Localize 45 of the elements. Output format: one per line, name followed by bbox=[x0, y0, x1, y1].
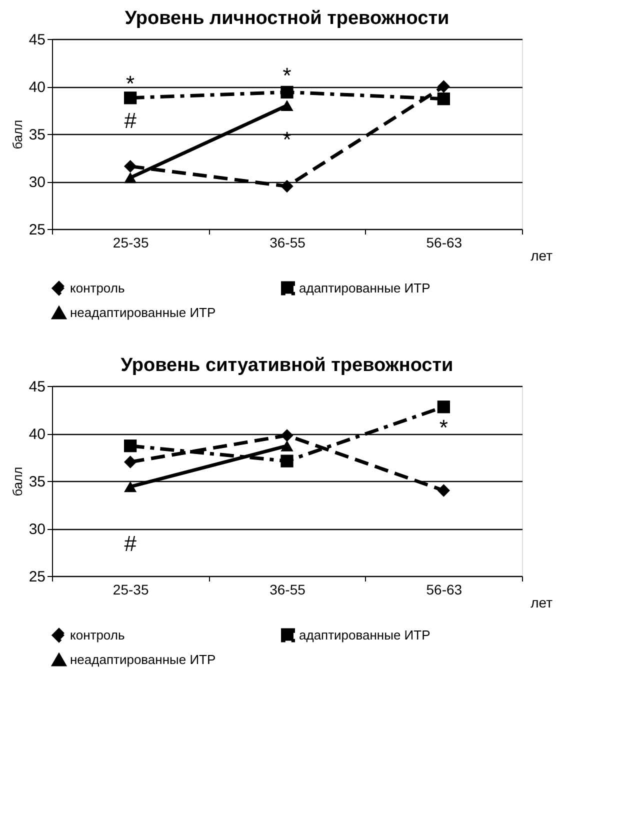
point bbox=[280, 86, 294, 99]
y-tick-label: 40 bbox=[28, 79, 46, 96]
legend-label: адаптированные ИТР bbox=[299, 280, 430, 296]
legend-label: контроль bbox=[70, 280, 125, 296]
point bbox=[124, 160, 137, 173]
legend-label: неадаптированные ИТР bbox=[70, 652, 216, 667]
legend-label: контроль bbox=[70, 627, 125, 642]
y-tick-label: 40 bbox=[28, 426, 46, 443]
y-tick-label: 45 bbox=[28, 378, 46, 396]
x-tick-label: 36-55 bbox=[270, 582, 306, 598]
x-tick-label: 25-35 bbox=[112, 582, 149, 598]
y-tick-label: 30 bbox=[28, 174, 46, 191]
point bbox=[124, 92, 137, 104]
legend-label: неадаптированные ИТР bbox=[70, 305, 216, 320]
point bbox=[124, 456, 137, 468]
point bbox=[280, 454, 294, 468]
x-axis-title: лет bbox=[530, 594, 554, 610]
point bbox=[437, 484, 450, 497]
y-axis-title: балл bbox=[10, 120, 25, 150]
y-tick-label: 35 bbox=[28, 126, 46, 144]
annotation: * bbox=[439, 415, 448, 440]
annotation: # bbox=[124, 531, 138, 556]
x-tick-label: 56-63 bbox=[426, 234, 462, 250]
chart-title: Уровень ситуативной тревожности bbox=[120, 355, 454, 376]
y-tick-label: 45 bbox=[28, 32, 46, 48]
point bbox=[437, 80, 450, 93]
chart-title: Уровень личностной тревожности bbox=[124, 8, 450, 29]
legend-label: адаптированные ИТР bbox=[299, 627, 430, 642]
annotation: * bbox=[126, 71, 136, 96]
annotation: * bbox=[282, 63, 292, 88]
x-tick-label: 25-35 bbox=[112, 234, 149, 250]
x-tick-label: 36-55 bbox=[270, 234, 306, 250]
x-axis-title: лет bbox=[530, 248, 554, 264]
x-tick-label: 56-63 bbox=[426, 582, 462, 598]
point bbox=[437, 400, 450, 414]
annotation: # bbox=[124, 108, 138, 133]
y-tick-label: 25 bbox=[28, 568, 46, 586]
point bbox=[124, 440, 137, 452]
y-tick-label: 35 bbox=[28, 474, 46, 490]
point bbox=[280, 429, 294, 442]
y-tick-label: 30 bbox=[28, 521, 46, 538]
point bbox=[280, 180, 294, 193]
y-axis-title: балл bbox=[10, 466, 25, 496]
y-tick-label: 25 bbox=[28, 222, 46, 238]
point bbox=[437, 92, 450, 106]
